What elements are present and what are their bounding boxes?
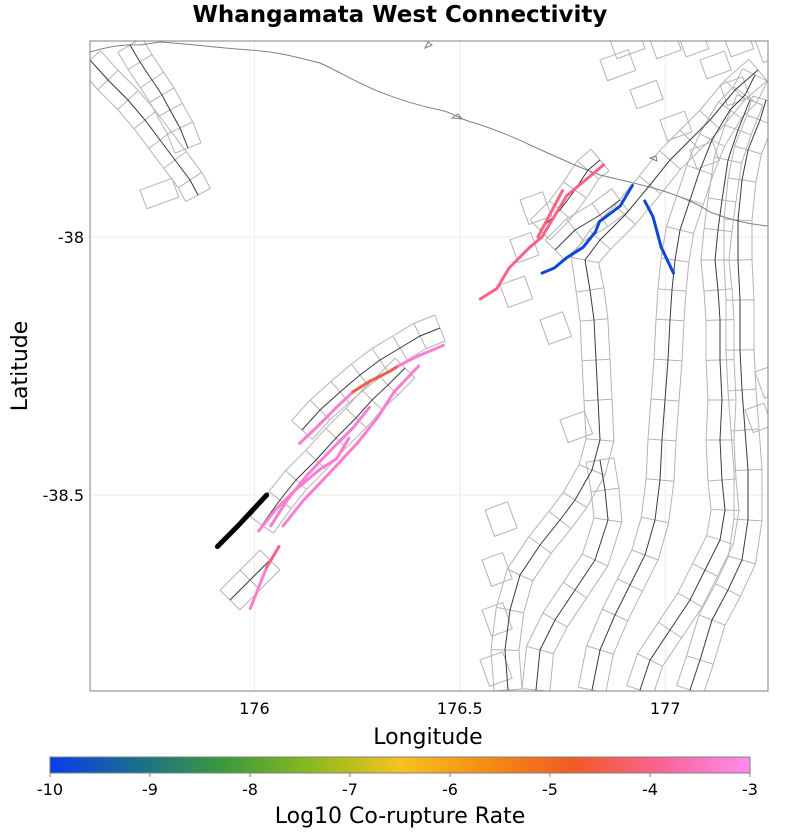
coastline-path — [90, 41, 768, 227]
coastline-islet — [648, 155, 658, 162]
co-rupture-fault — [298, 390, 355, 445]
fault-trace — [129, 44, 189, 149]
subsection-edge — [703, 136, 768, 691]
subsection-cell — [484, 501, 518, 537]
source-fault — [214, 492, 270, 550]
fault-trace — [554, 199, 621, 251]
fault-trace — [639, 99, 751, 691]
subsection-cell — [659, 110, 693, 142]
co-rupture-fault — [351, 364, 400, 394]
subsection-edge — [518, 80, 768, 690]
fault-trace — [504, 69, 759, 691]
fault-trace — [229, 559, 271, 601]
subsection-cell — [139, 177, 180, 210]
colorbar-tick-label: -7 — [342, 780, 358, 799]
co-rupture-fault — [536, 189, 564, 239]
colorbar — [49, 756, 751, 774]
fault-subsection-outlines — [90, 41, 768, 691]
co-rupture-fault — [269, 405, 371, 528]
co-rupture-fault — [281, 364, 421, 528]
coastline — [90, 41, 768, 227]
subsection-cell — [499, 275, 534, 309]
subsection-edge — [544, 188, 612, 241]
subsection-cell — [754, 366, 768, 399]
x-tick-label: 177 — [650, 699, 681, 718]
subsection-cell — [689, 141, 721, 170]
subsection-edge — [529, 148, 592, 221]
subsection-cell — [679, 41, 710, 58]
fault-traces — [90, 44, 767, 691]
subsection-cell — [539, 311, 573, 346]
x-tick-label: 176 — [239, 699, 270, 718]
colorbar-tick-label: -4 — [642, 780, 658, 799]
y-axis-label: Latitude — [8, 321, 33, 412]
x-axis-ticks: 176 176.5 177 — [239, 699, 680, 718]
fault-trace — [535, 459, 609, 691]
subsection-edge — [291, 314, 435, 421]
colorbar-tick-label: -6 — [442, 780, 458, 799]
co-rupture-fault — [248, 565, 269, 610]
subsection-edge — [549, 457, 623, 691]
colorbar-tick-label: -8 — [242, 780, 258, 799]
co-rupture-fault — [540, 183, 634, 275]
subsection-cell — [479, 651, 513, 687]
subsection-edge — [521, 462, 595, 689]
source-fault-trace — [214, 492, 270, 550]
subsection-cell — [519, 191, 553, 226]
colorbar-label: Log10 Co-rupture Rate — [275, 804, 526, 829]
colorbar-tick-label: -5 — [542, 780, 558, 799]
coastline-islet — [450, 113, 464, 120]
fault-trace — [90, 59, 199, 196]
subsection-divider — [90, 50, 101, 61]
subsection-edge — [577, 68, 743, 688]
co-rupture-fault — [396, 343, 445, 368]
co-rupture-fault — [478, 163, 606, 301]
coastline-islet — [423, 41, 433, 49]
subsection-cell — [559, 410, 594, 444]
subsection-edge — [626, 94, 738, 686]
colorbar-tick-label: -9 — [142, 780, 158, 799]
subsection-edge — [100, 50, 211, 189]
subsection-cell — [649, 41, 682, 60]
fault-trace — [591, 74, 756, 691]
y-tick-label: -38.5 — [43, 486, 84, 505]
co-rupture-fault — [265, 545, 281, 569]
co-rupture-fault — [643, 199, 675, 275]
subsection-cell — [481, 551, 513, 587]
map-gridlines — [90, 41, 768, 691]
colorbar-tick-label: -10 — [37, 780, 63, 799]
x-tick-label: 176.5 — [437, 699, 483, 718]
subsection-edge — [490, 59, 750, 691]
x-axis-label: Longitude — [373, 725, 482, 750]
map-frame — [89, 40, 769, 692]
page-title: Whangamata West Connectivity — [192, 2, 608, 28]
subsection-edge — [90, 80, 187, 202]
subsection-edge — [239, 569, 281, 611]
subsection-cell — [629, 79, 664, 110]
subsection-edge — [549, 170, 610, 241]
subsection-cell — [609, 41, 646, 60]
subsection-edge — [312, 340, 446, 440]
co-rupture-faults — [248, 163, 675, 610]
subsection-edge — [676, 95, 754, 686]
subsection-cell — [599, 49, 637, 82]
fault-trace — [261, 367, 406, 526]
fault-trace — [301, 327, 441, 431]
subsection-cell — [724, 41, 755, 58]
y-tick-label: -38 — [58, 228, 84, 247]
subsection-edge — [272, 377, 416, 534]
subsection-cell — [481, 601, 513, 637]
co-rupture-fault — [257, 436, 351, 533]
subsection-edge — [219, 549, 261, 591]
subsection-edge — [605, 81, 768, 691]
subsection-cell — [754, 41, 768, 64]
subsection-cell — [699, 50, 732, 80]
colorbar-tick-label: -3 — [742, 780, 758, 799]
y-axis-ticks: -38 -38.5 — [43, 228, 84, 505]
fault-trace — [689, 99, 767, 691]
subsection-edge — [143, 41, 202, 143]
colorbar-ticks: -10 -9 -8 -7 -6 -5 -4 -3 — [37, 773, 758, 799]
